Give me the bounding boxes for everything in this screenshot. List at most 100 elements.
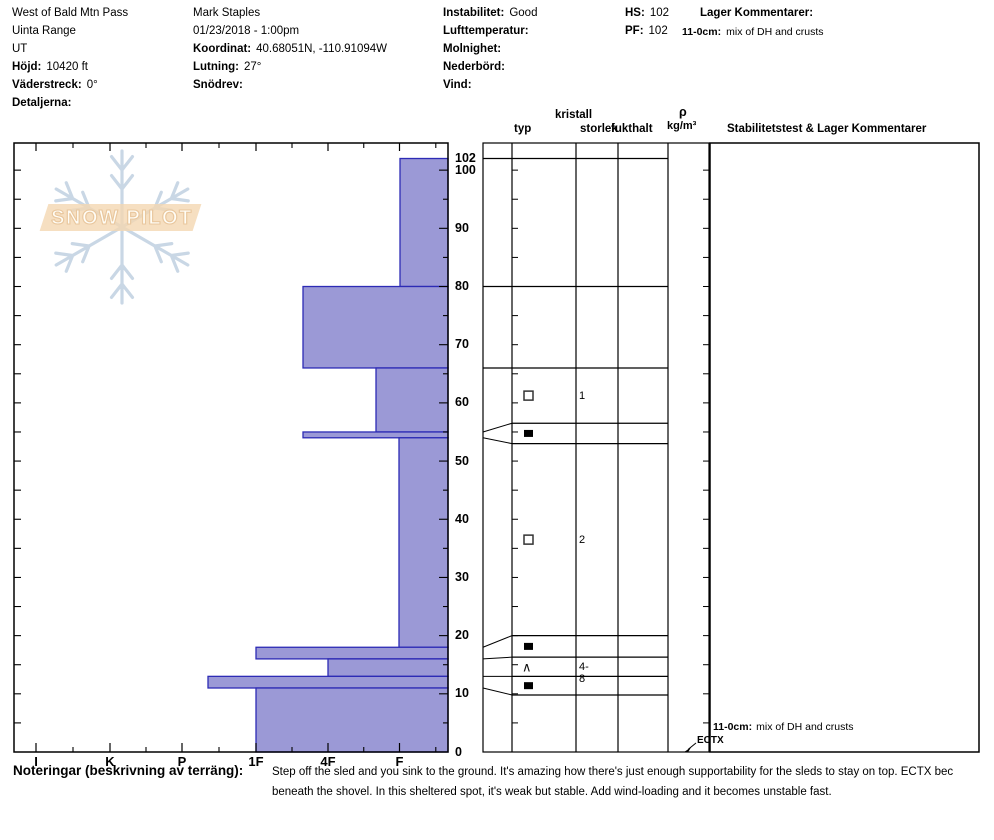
hs-label: HS: bbox=[625, 7, 645, 19]
pf-pit-depth: PF: 102 bbox=[625, 22, 668, 40]
depth-axis-label: 100 bbox=[455, 162, 476, 177]
grain-symbol-ice-crust bbox=[524, 642, 533, 650]
coordinates-value: 40.68051N, -110.91094W bbox=[256, 43, 387, 55]
col-header-grain-type: typ bbox=[514, 123, 532, 135]
elevation: Höjd: 10420 ft bbox=[12, 58, 88, 76]
wind: Vind: bbox=[443, 76, 477, 94]
state: UT bbox=[12, 43, 28, 55]
col-header-stability-tests: Stabilitetstest & Lager Kommentarer bbox=[727, 123, 927, 135]
observer: Mark Staples bbox=[193, 7, 261, 19]
layer-comments-header: Lager Kommentarer: bbox=[700, 4, 818, 22]
aspect: Väderstreck: 0° bbox=[12, 76, 98, 94]
layer-flag-connector bbox=[482, 437, 513, 445]
col-header-crystal: kristall bbox=[555, 109, 593, 121]
cloud-label: Molnighet: bbox=[443, 43, 502, 55]
site-name: West of Bald Mtn Pass bbox=[12, 7, 129, 19]
snow-layer-bar bbox=[207, 675, 449, 689]
layer-comment-annotation: 11-0cm: mix of DH and crusts bbox=[713, 721, 854, 733]
layer-comment-depth: 11-0cm: bbox=[682, 26, 722, 38]
depth-axis-label: 40 bbox=[455, 511, 469, 526]
depth-axis-label: 30 bbox=[455, 569, 469, 584]
datetime: 01/23/2018 - 1:00pm bbox=[193, 25, 300, 37]
drifting-snow: Snödrev: bbox=[193, 76, 248, 94]
mountain-range: Uinta Range bbox=[12, 25, 76, 37]
grain-symbol-facets bbox=[523, 534, 534, 545]
snow-layer-bar bbox=[255, 646, 449, 660]
depth-axis-label: 60 bbox=[455, 395, 469, 410]
grain-symbol-facets bbox=[523, 390, 534, 401]
instability: Instabilitet: Good bbox=[443, 4, 537, 22]
hs-total-depth: HS: 102 bbox=[625, 4, 669, 22]
col-header-moisture: fukthalt bbox=[611, 123, 653, 135]
layer-flag-connector bbox=[482, 656, 513, 660]
details: Detaljerna: bbox=[12, 94, 76, 112]
snow-layer-bar bbox=[375, 367, 449, 433]
snow-layer-bar bbox=[398, 437, 449, 648]
grain-table-border bbox=[482, 142, 710, 753]
depth-axis-label: 0 bbox=[455, 744, 462, 759]
slope-label: Lutning: bbox=[193, 61, 239, 73]
ectx-arrow-line bbox=[687, 742, 697, 750]
layer-comments-label: Lager Kommentarer: bbox=[700, 7, 814, 19]
grain-size-value: 4-8 bbox=[579, 660, 589, 685]
pf-value: 102 bbox=[648, 25, 668, 37]
stability-test-result: ECTX bbox=[697, 735, 724, 746]
hs-value: 102 bbox=[649, 7, 669, 19]
col-header-density-symbol: ρ bbox=[679, 105, 687, 119]
grain-size-value: 1 bbox=[579, 389, 586, 402]
aspect-label: Väderstreck: bbox=[12, 79, 82, 91]
aspect-value: 0° bbox=[86, 79, 98, 91]
grain-size-value: 2 bbox=[579, 533, 586, 546]
snow-layer-bar bbox=[302, 285, 449, 369]
slope-angle: Lutning: 27° bbox=[193, 58, 261, 76]
elevation-label: Höjd: bbox=[12, 61, 42, 73]
depth-axis-label: 102 bbox=[455, 151, 476, 165]
details-label: Detaljerna: bbox=[12, 97, 72, 109]
instability-label: Instabilitet: bbox=[443, 7, 505, 19]
layer-comment-text: mix of DH and crusts bbox=[726, 26, 824, 38]
layer-flag-connector bbox=[482, 687, 513, 696]
instability-value: Good bbox=[509, 7, 538, 19]
ectx-arrow-head bbox=[684, 747, 691, 752]
precipitation: Nederbörd: bbox=[443, 58, 510, 76]
col-header-density-units: kg/m³ bbox=[667, 120, 697, 132]
wind-label: Vind: bbox=[443, 79, 472, 91]
layer-comment-annotation-depth: 11-0cm: bbox=[713, 721, 753, 733]
layer-flag-connector bbox=[482, 422, 513, 433]
hardness-axis-label: 1F bbox=[248, 754, 264, 769]
coordinates-label: Koordinat: bbox=[193, 43, 252, 55]
drifting-label: Snödrev: bbox=[193, 79, 243, 91]
elevation-value: 10420 ft bbox=[46, 61, 88, 73]
snow-layer-bar bbox=[255, 687, 449, 753]
snow-layer-bar bbox=[327, 658, 449, 678]
air-temp-label: Lufttemperatur: bbox=[443, 25, 529, 37]
layer-flag-connector bbox=[482, 635, 513, 648]
grain-symbol-ice-crust bbox=[524, 682, 533, 690]
layer-comment-annotation-text: mix of DH and crusts bbox=[756, 721, 854, 733]
notes-line-1: Step off the sled and you sink to the gr… bbox=[272, 766, 954, 778]
depth-axis-label: 10 bbox=[455, 686, 469, 701]
snow-layer-bar bbox=[302, 431, 449, 439]
grain-symbol-depth-hoar: ∧ bbox=[522, 660, 532, 675]
depth-axis-label: 90 bbox=[455, 220, 469, 235]
depth-axis-label: 50 bbox=[455, 453, 469, 468]
depth-axis-label: 70 bbox=[455, 337, 469, 352]
snowpilot-logo-text: SNOW PILOT bbox=[51, 206, 193, 229]
depth-axis-label: 20 bbox=[455, 628, 469, 643]
depth-axis-label: 80 bbox=[455, 279, 469, 293]
hardness-axis-label: I bbox=[34, 754, 38, 769]
hardness-axis-label: F bbox=[395, 754, 404, 769]
notes-label: Noteringar (beskrivning av terräng): bbox=[13, 763, 244, 778]
comments-panel-border bbox=[709, 142, 980, 753]
snow-layer-bar bbox=[399, 157, 449, 288]
precip-label: Nederbörd: bbox=[443, 61, 505, 73]
pf-label: PF: bbox=[625, 25, 644, 37]
hardness-axis-label: K bbox=[105, 754, 115, 769]
cloud-cover: Molnighet: bbox=[443, 40, 506, 58]
col-header-grain-size: storlek bbox=[580, 123, 618, 135]
air-temperature: Lufttemperatur: bbox=[443, 22, 534, 40]
layer-comment: 11-0cm: mix of DH and crusts bbox=[682, 23, 824, 41]
notes-line-2: beneath the shovel. In this sheltered sp… bbox=[272, 786, 832, 798]
hardness-axis-label: P bbox=[177, 754, 187, 769]
slope-value: 27° bbox=[243, 61, 262, 73]
